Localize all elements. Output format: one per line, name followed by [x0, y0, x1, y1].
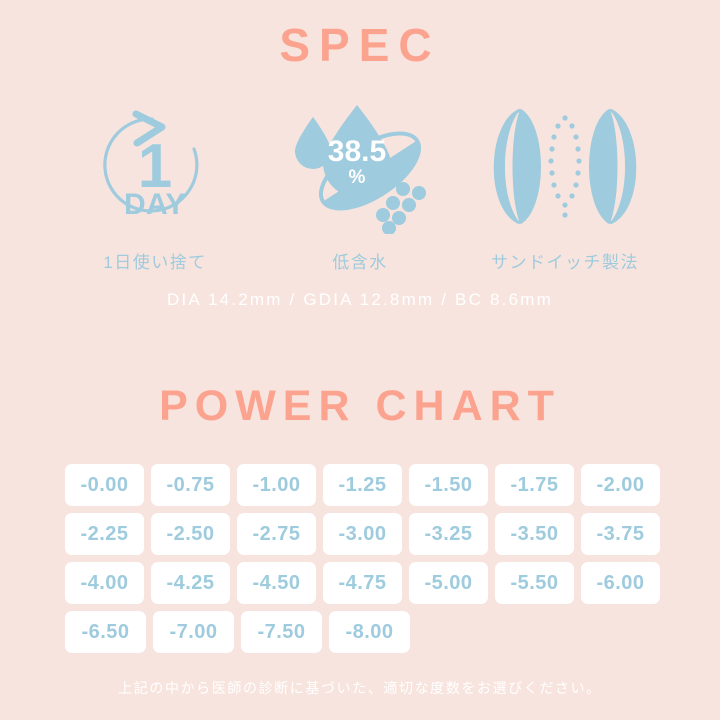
power-cell[interactable]: -6.00 [581, 562, 660, 604]
power-cell[interactable]: -3.00 [323, 513, 402, 555]
power-cell[interactable]: -8.00 [329, 611, 410, 653]
feature-water-content: 38.5 % 低含水 [265, 96, 455, 273]
power-chart-row: -0.00 -0.75 -1.00 -1.25 -1.50 -1.75 -2.0… [65, 464, 660, 506]
power-cell[interactable]: -6.50 [65, 611, 146, 653]
feature-one-day: 1 DAY 1日使い捨て [60, 96, 250, 273]
spec-feature-row: 1 DAY 1日使い捨て [60, 96, 660, 273]
power-cell[interactable]: -0.75 [151, 464, 230, 506]
feature-label-sandwich: サンドイッチ製法 [491, 253, 639, 272]
feature-sandwich: サンドイッチ製法 [470, 96, 660, 273]
power-cell[interactable]: -1.75 [495, 464, 574, 506]
power-cell[interactable]: -2.50 [151, 513, 230, 555]
power-cell[interactable]: -4.50 [237, 562, 316, 604]
spec-title: SPEC [279, 19, 441, 71]
power-cell[interactable]: -3.25 [409, 513, 488, 555]
power-cell[interactable]: -5.50 [495, 562, 574, 604]
svg-text:%: % [349, 167, 366, 188]
power-cell[interactable]: -2.75 [237, 513, 316, 555]
svg-text:38.5: 38.5 [328, 135, 386, 168]
power-cell[interactable]: -4.75 [323, 562, 402, 604]
power-cell[interactable]: -3.50 [495, 513, 574, 555]
power-cell[interactable]: -4.25 [151, 562, 230, 604]
power-chart-row: -6.50 -7.00 -7.50 -8.00 [65, 611, 660, 653]
feature-label-water-content: 低含水 [332, 253, 388, 272]
svg-text:DAY: DAY [124, 188, 186, 221]
power-cell[interactable]: -1.25 [323, 464, 402, 506]
power-cell[interactable]: -0.00 [65, 464, 144, 506]
power-cell[interactable]: -1.00 [237, 464, 316, 506]
one-day-cycle-icon: 1 DAY [90, 96, 220, 236]
power-chart-row: -4.00 -4.25 -4.50 -4.75 -5.00 -5.50 -6.0… [65, 562, 660, 604]
power-chart-footnote: 上記の中から医師の診断に基づいた、適切な度数をお選びください。 [118, 680, 602, 696]
svg-text:1: 1 [138, 132, 172, 201]
power-cell[interactable]: -3.75 [581, 513, 660, 555]
power-chart-title: POWER CHART [159, 382, 561, 430]
power-chart-grid: -0.00 -0.75 -1.00 -1.25 -1.50 -1.75 -2.0… [65, 464, 660, 653]
lens-dimensions: DIA 14.2mm / GDIA 12.8mm / BC 8.6mm [167, 290, 553, 309]
power-cell[interactable]: -7.00 [153, 611, 234, 653]
feature-label-one-day: 1日使い捨て [103, 253, 207, 272]
water-drop-lens-icon: 38.5 % [285, 96, 435, 236]
power-cell[interactable]: -1.50 [409, 464, 488, 506]
power-chart-row: -2.25 -2.50 -2.75 -3.00 -3.25 -3.50 -3.7… [65, 513, 660, 555]
sandwich-lens-icon [480, 96, 650, 236]
power-cell[interactable]: -2.00 [581, 464, 660, 506]
power-cell[interactable]: -2.25 [65, 513, 144, 555]
power-cell[interactable]: -4.00 [65, 562, 144, 604]
power-cell[interactable]: -5.00 [409, 562, 488, 604]
power-cell[interactable]: -7.50 [241, 611, 322, 653]
